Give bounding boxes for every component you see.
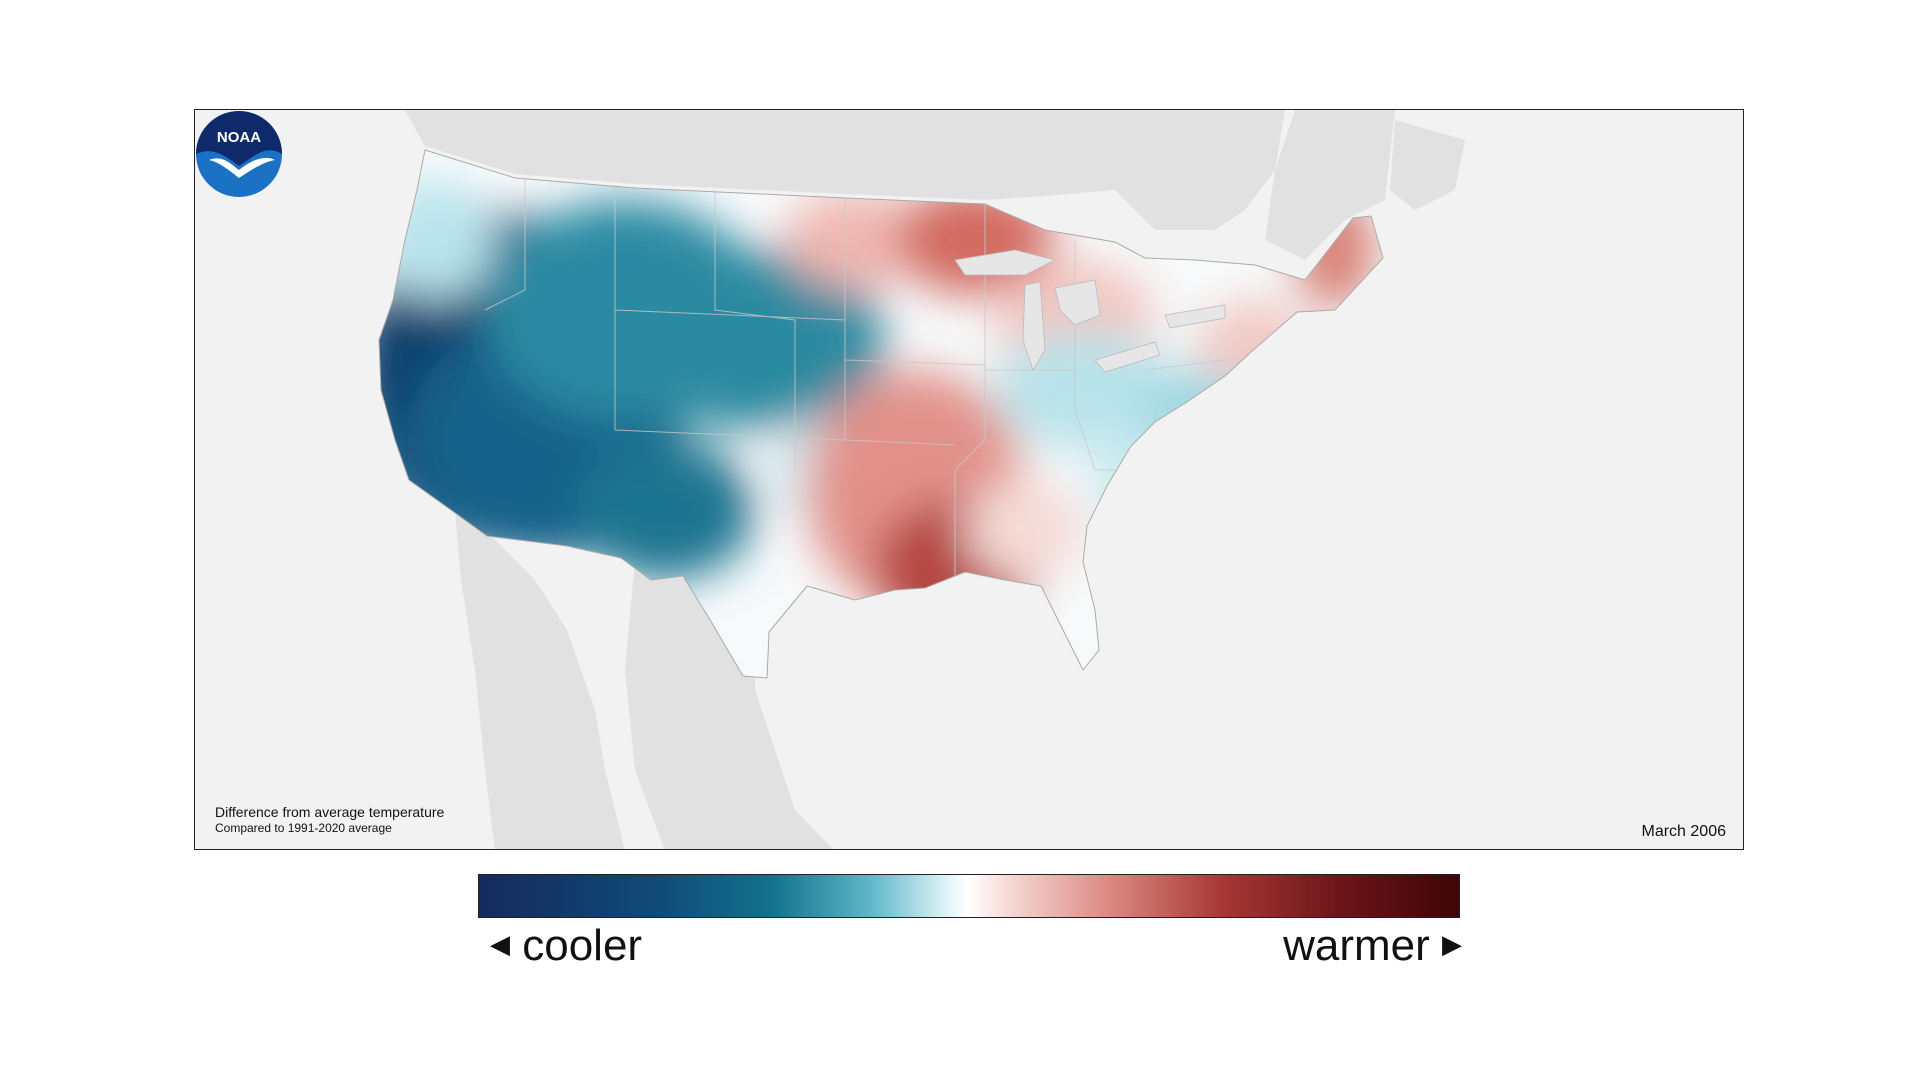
anomaly-map: Difference from average temperature Comp… — [194, 109, 1744, 850]
surrounding-land — [405, 110, 1465, 849]
right-arrow-icon: ▶ — [1442, 929, 1462, 960]
caption-subtitle: Compared to 1991-2020 average — [215, 821, 392, 835]
caption-title: Difference from average temperature — [215, 804, 445, 820]
legend-warmer: warmer ▶ — [1283, 918, 1462, 976]
map-period: March 2006 — [1641, 823, 1727, 840]
map-caption: Difference from average temperature Comp… — [215, 804, 444, 836]
great-lakes — [954, 249, 1226, 373]
color-scale-legend — [478, 874, 1460, 918]
anomaly-field — [379, 150, 1383, 678]
map-canvas — [378, 110, 1465, 849]
us-outline — [378, 149, 1384, 679]
left-arrow-icon: ◀ — [490, 929, 510, 960]
legend-cooler: ◀ cooler — [490, 918, 642, 976]
noaa-logo-text: NOAA — [217, 129, 261, 146]
legend-warmer-label: warmer — [1283, 921, 1430, 970]
legend-cooler-label: cooler — [522, 921, 643, 970]
noaa-logo: NOAA — [196, 111, 282, 197]
